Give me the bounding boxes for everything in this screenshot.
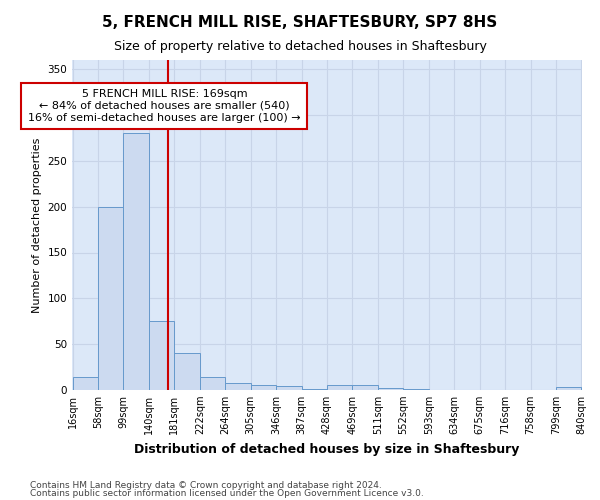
Bar xyxy=(352,384,378,390)
Text: Contains HM Land Registry data © Crown copyright and database right 2024.: Contains HM Land Registry data © Crown c… xyxy=(30,480,382,490)
Bar xyxy=(149,322,175,390)
Bar xyxy=(556,387,581,390)
Bar xyxy=(175,354,200,390)
Bar xyxy=(378,388,403,390)
X-axis label: Distribution of detached houses by size in Shaftesbury: Distribution of detached houses by size … xyxy=(134,442,520,456)
Bar xyxy=(327,384,352,390)
Bar xyxy=(302,389,327,390)
Bar xyxy=(124,134,149,390)
Bar xyxy=(403,389,429,390)
Text: Size of property relative to detached houses in Shaftesbury: Size of property relative to detached ho… xyxy=(113,40,487,53)
Bar xyxy=(276,386,302,390)
Bar xyxy=(73,377,98,390)
Bar xyxy=(200,377,225,390)
Bar xyxy=(98,206,124,390)
Bar xyxy=(251,384,276,390)
Bar xyxy=(225,382,251,390)
Text: Contains public sector information licensed under the Open Government Licence v3: Contains public sector information licen… xyxy=(30,489,424,498)
Text: 5, FRENCH MILL RISE, SHAFTESBURY, SP7 8HS: 5, FRENCH MILL RISE, SHAFTESBURY, SP7 8H… xyxy=(103,15,497,30)
Y-axis label: Number of detached properties: Number of detached properties xyxy=(32,138,42,312)
Text: 5 FRENCH MILL RISE: 169sqm
← 84% of detached houses are smaller (540)
16% of sem: 5 FRENCH MILL RISE: 169sqm ← 84% of deta… xyxy=(28,90,301,122)
